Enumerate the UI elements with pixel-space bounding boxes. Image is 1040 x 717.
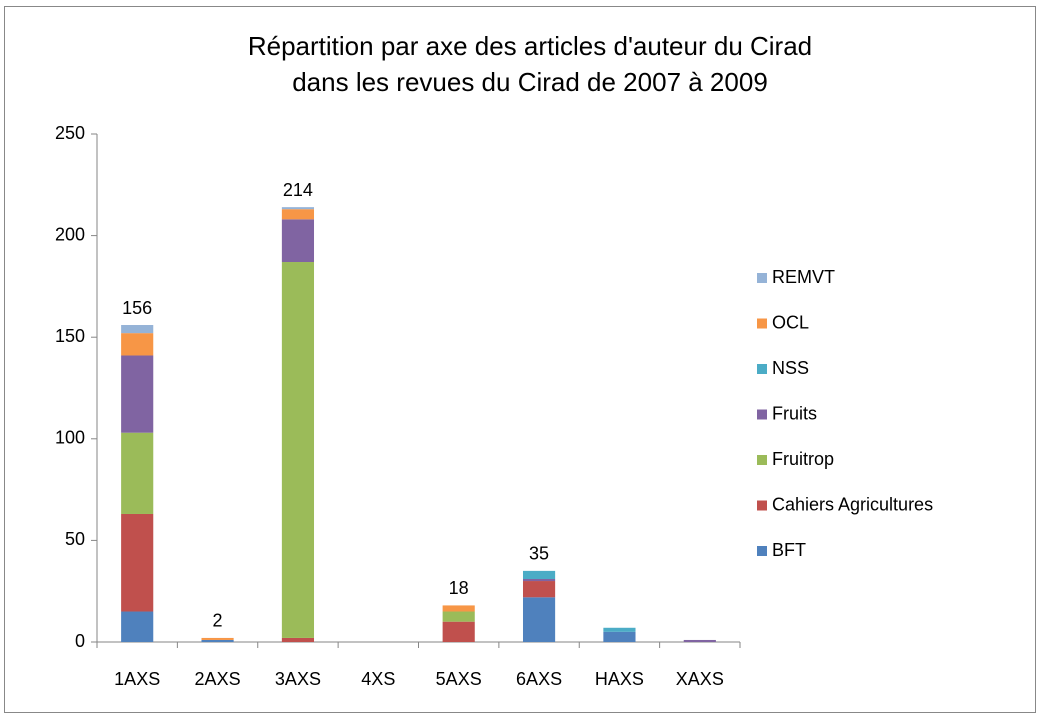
bar-segment <box>522 570 556 580</box>
bar-segment <box>683 639 716 642</box>
bar-segment <box>121 432 154 514</box>
bar-segment <box>603 627 636 632</box>
total-label: 156 <box>122 298 152 318</box>
y-tick-label: 50 <box>65 529 85 549</box>
bar-segment <box>522 597 556 642</box>
y-tick-label: 250 <box>55 123 85 143</box>
bar-segment <box>603 631 636 642</box>
x-tick-label: 1AXS <box>114 669 160 689</box>
chart-border <box>4 6 1036 713</box>
legend-swatch <box>757 364 767 374</box>
bar-segment <box>201 639 234 642</box>
bar-segment <box>121 513 154 612</box>
y-tick-label: 200 <box>55 224 85 244</box>
legend-label: REMVT <box>772 267 835 287</box>
x-tick-label: 4XS <box>361 669 395 689</box>
chart-title: Répartition par axe des articles d'auteu… <box>248 31 812 61</box>
bar-segment <box>121 333 154 356</box>
legend-swatch <box>757 455 767 465</box>
legend-swatch <box>757 273 767 283</box>
bar-segment <box>442 621 475 642</box>
x-tick-label: 5AXS <box>436 669 482 689</box>
bar-segment <box>281 637 315 642</box>
legend-label: OCL <box>772 312 809 332</box>
legend-swatch <box>757 409 767 420</box>
bar-segment <box>522 579 556 582</box>
total-label: 2 <box>213 611 223 631</box>
y-tick-label: 150 <box>55 326 85 346</box>
x-tick-label: HAXS <box>595 669 644 689</box>
bar-segment <box>281 262 315 638</box>
legend-label: Cahiers Agricultures <box>772 494 933 514</box>
bar-segment <box>121 611 154 642</box>
bar-segment <box>121 325 154 334</box>
x-tick-label: XAXS <box>676 669 724 689</box>
total-label: 18 <box>449 578 469 598</box>
bar-segment <box>281 219 315 263</box>
y-tick-label: 100 <box>55 428 85 448</box>
legend-label: Fruits <box>772 403 817 423</box>
bar-segment <box>281 209 315 220</box>
legend-label: BFT <box>772 540 806 560</box>
bar-segment <box>121 355 154 433</box>
bar-segment <box>442 611 475 622</box>
x-tick-label: 2AXS <box>195 669 241 689</box>
legend-label: Fruitrop <box>772 449 834 469</box>
legend-label: NSS <box>772 358 809 378</box>
total-label: 35 <box>529 544 549 564</box>
x-tick-label: 6AXS <box>516 669 562 689</box>
legend-swatch <box>757 318 767 329</box>
y-tick-label: 0 <box>75 631 85 651</box>
legend-swatch <box>757 546 767 556</box>
bar-segment <box>442 605 475 612</box>
legend-swatch <box>757 500 767 511</box>
bar-segment <box>281 207 315 210</box>
x-tick-label: 3AXS <box>275 669 321 689</box>
bar-segment <box>522 581 556 598</box>
total-label: 214 <box>283 180 313 200</box>
chart-title: dans les revues du Cirad de 2007 à 2009 <box>292 67 768 97</box>
bar-segment <box>201 637 234 640</box>
